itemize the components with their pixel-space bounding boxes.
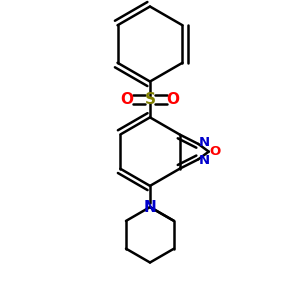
Text: N: N <box>199 136 210 149</box>
Text: O: O <box>210 145 221 158</box>
Text: O: O <box>167 92 180 107</box>
Text: N: N <box>144 200 156 214</box>
Text: O: O <box>120 92 133 107</box>
Text: S: S <box>145 92 155 107</box>
Text: N: N <box>199 154 210 167</box>
